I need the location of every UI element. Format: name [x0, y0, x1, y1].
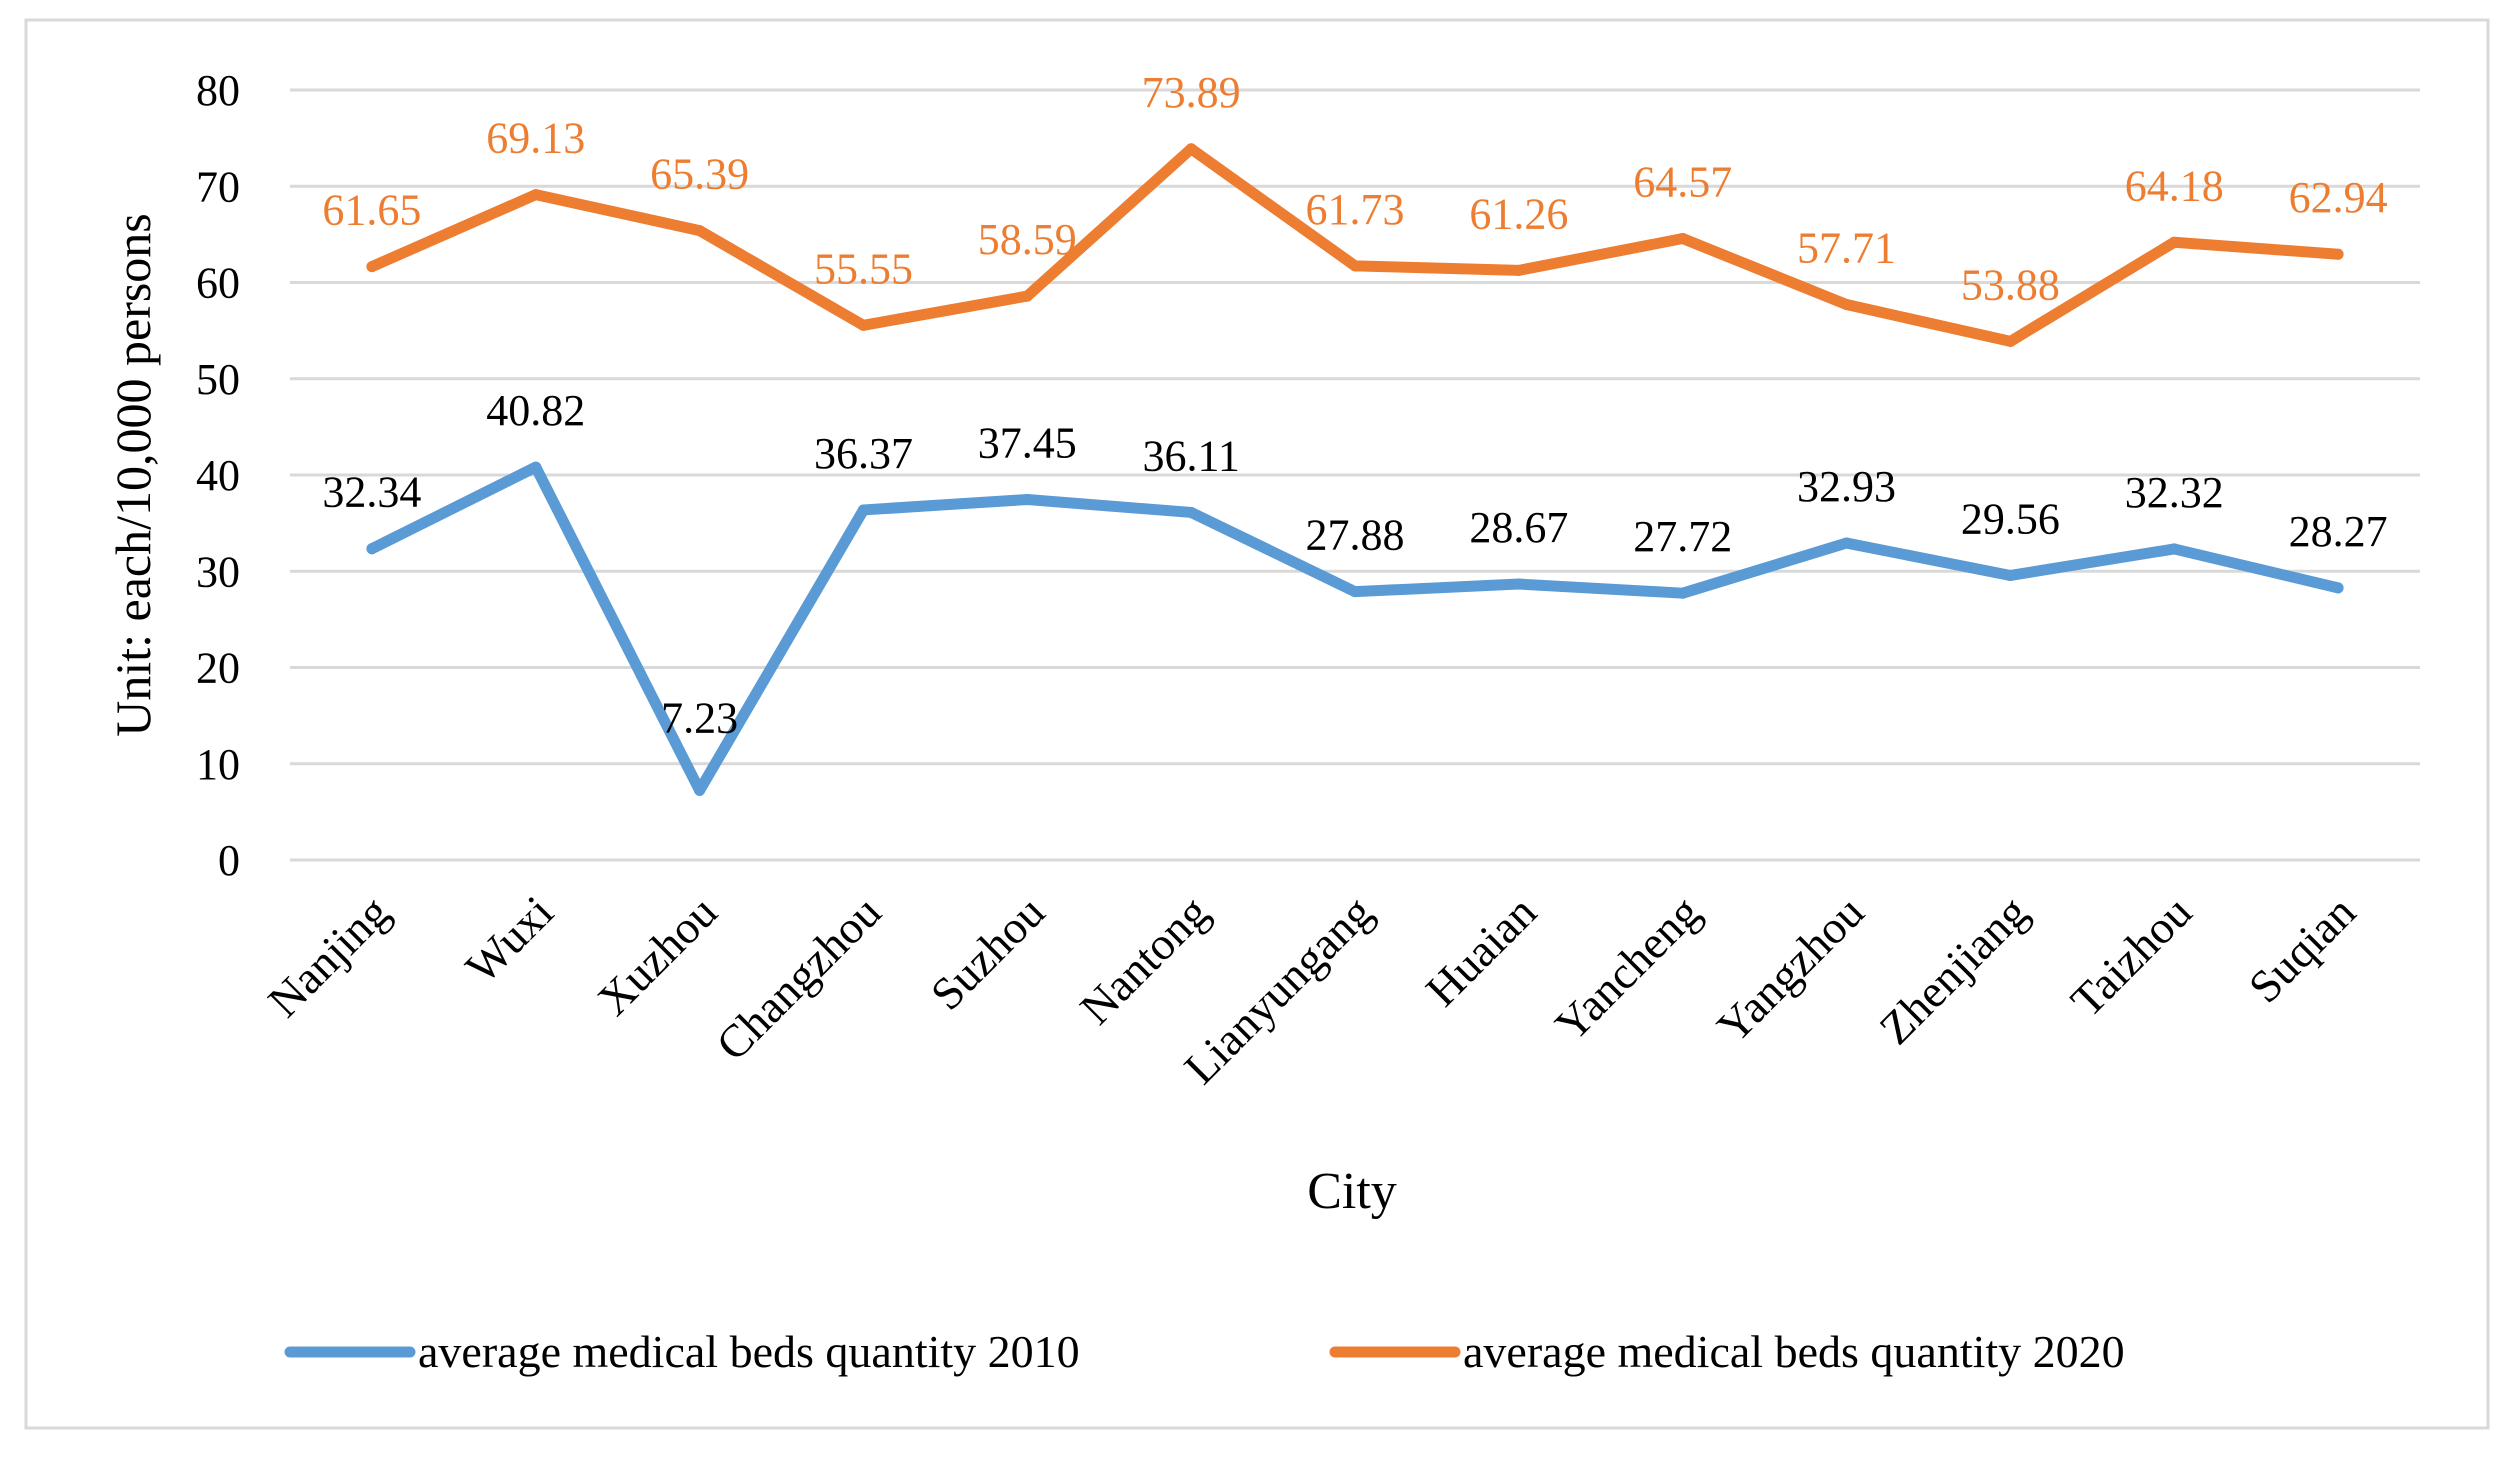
data-point: [1513, 264, 1525, 276]
data-point: [2004, 569, 2016, 581]
data-point: [694, 784, 706, 796]
data-label: 29.56: [1961, 494, 2060, 543]
data-label: 32.93: [1797, 462, 1896, 511]
data-point: [2004, 335, 2016, 347]
y-tick-label: 60: [196, 259, 240, 308]
data-point: [1349, 586, 1361, 598]
legend: average medical beds quantity 2010 averag…: [284, 1326, 2125, 1377]
data-point: [2168, 236, 2180, 248]
y-tick-label: 40: [196, 451, 240, 500]
data-label: 65.39: [650, 150, 749, 199]
data-labels: 32.34 40.82 7.23 36.37 37.45 36.11 27.88 28.67 2…: [322, 68, 2387, 743]
data-label: 61.73: [1306, 185, 1405, 234]
y-tick-label: 20: [196, 644, 240, 693]
data-label: 32.34: [322, 468, 421, 517]
data-point: [1021, 494, 1033, 506]
data-point: [366, 261, 378, 273]
data-point: [1841, 537, 1853, 549]
y-tick-label: 80: [196, 66, 240, 115]
data-point: [366, 543, 378, 555]
series-lines: [366, 143, 2344, 796]
y-tick-label: 10: [196, 740, 240, 789]
data-point: [1841, 299, 1853, 311]
y-tick-label: 0: [218, 836, 240, 885]
data-point: [1677, 233, 1689, 245]
data-point: [1021, 290, 1033, 302]
data-label: 55.55: [814, 244, 913, 293]
data-label: 36.37: [814, 429, 913, 478]
data-label: 73.89: [1142, 68, 1241, 117]
data-point: [2168, 543, 2180, 555]
data-label: 40.82: [486, 386, 585, 435]
data-label: 28.67: [1469, 503, 1568, 552]
y-tick-label: 30: [196, 547, 240, 596]
data-label: 37.45: [978, 419, 1077, 468]
data-label: 57.71: [1797, 224, 1896, 273]
data-point: [1185, 143, 1197, 155]
data-point: [694, 225, 706, 237]
data-point: [1513, 578, 1525, 590]
y-axis-ticks: 0 10 20 30 40 50 60 70 80: [196, 66, 240, 885]
y-tick-label: 70: [196, 162, 240, 211]
data-point: [2332, 582, 2344, 594]
data-point: [530, 461, 542, 473]
data-label: 61.26: [1469, 189, 1568, 238]
data-label: 27.88: [1306, 511, 1405, 560]
data-label: 64.57: [1633, 158, 1732, 207]
data-label: 61.65: [322, 186, 421, 235]
data-label: 62.94: [2289, 173, 2388, 222]
data-label: 36.11: [1142, 431, 1239, 480]
x-axis-label: City: [1307, 1163, 1397, 1220]
y-tick-label: 50: [196, 355, 240, 404]
data-point: [1677, 587, 1689, 599]
data-label: 32.32: [2125, 468, 2224, 517]
data-label: 64.18: [2125, 161, 2224, 210]
data-point: [857, 319, 869, 331]
data-label: 27.72: [1633, 512, 1732, 561]
data-point: [2332, 248, 2344, 260]
chart-border: [24, 18, 2490, 1430]
data-point: [1185, 506, 1197, 518]
data-label: 53.88: [1961, 260, 2060, 309]
data-label: 58.59: [978, 215, 1077, 264]
data-label: 7.23: [661, 693, 738, 742]
gridlines: [290, 88, 2420, 862]
data-point: [1349, 260, 1361, 272]
data-label: 69.13: [486, 114, 585, 163]
data-point: [530, 189, 542, 201]
y-axis-label: Unit: each/10,000 persons: [105, 213, 161, 737]
legend-label: average medical beds quantity 2020: [1463, 1326, 2125, 1377]
data-point: [857, 504, 869, 516]
legend-label: average medical beds quantity 2010: [418, 1326, 1080, 1377]
data-label: 28.27: [2289, 507, 2388, 556]
